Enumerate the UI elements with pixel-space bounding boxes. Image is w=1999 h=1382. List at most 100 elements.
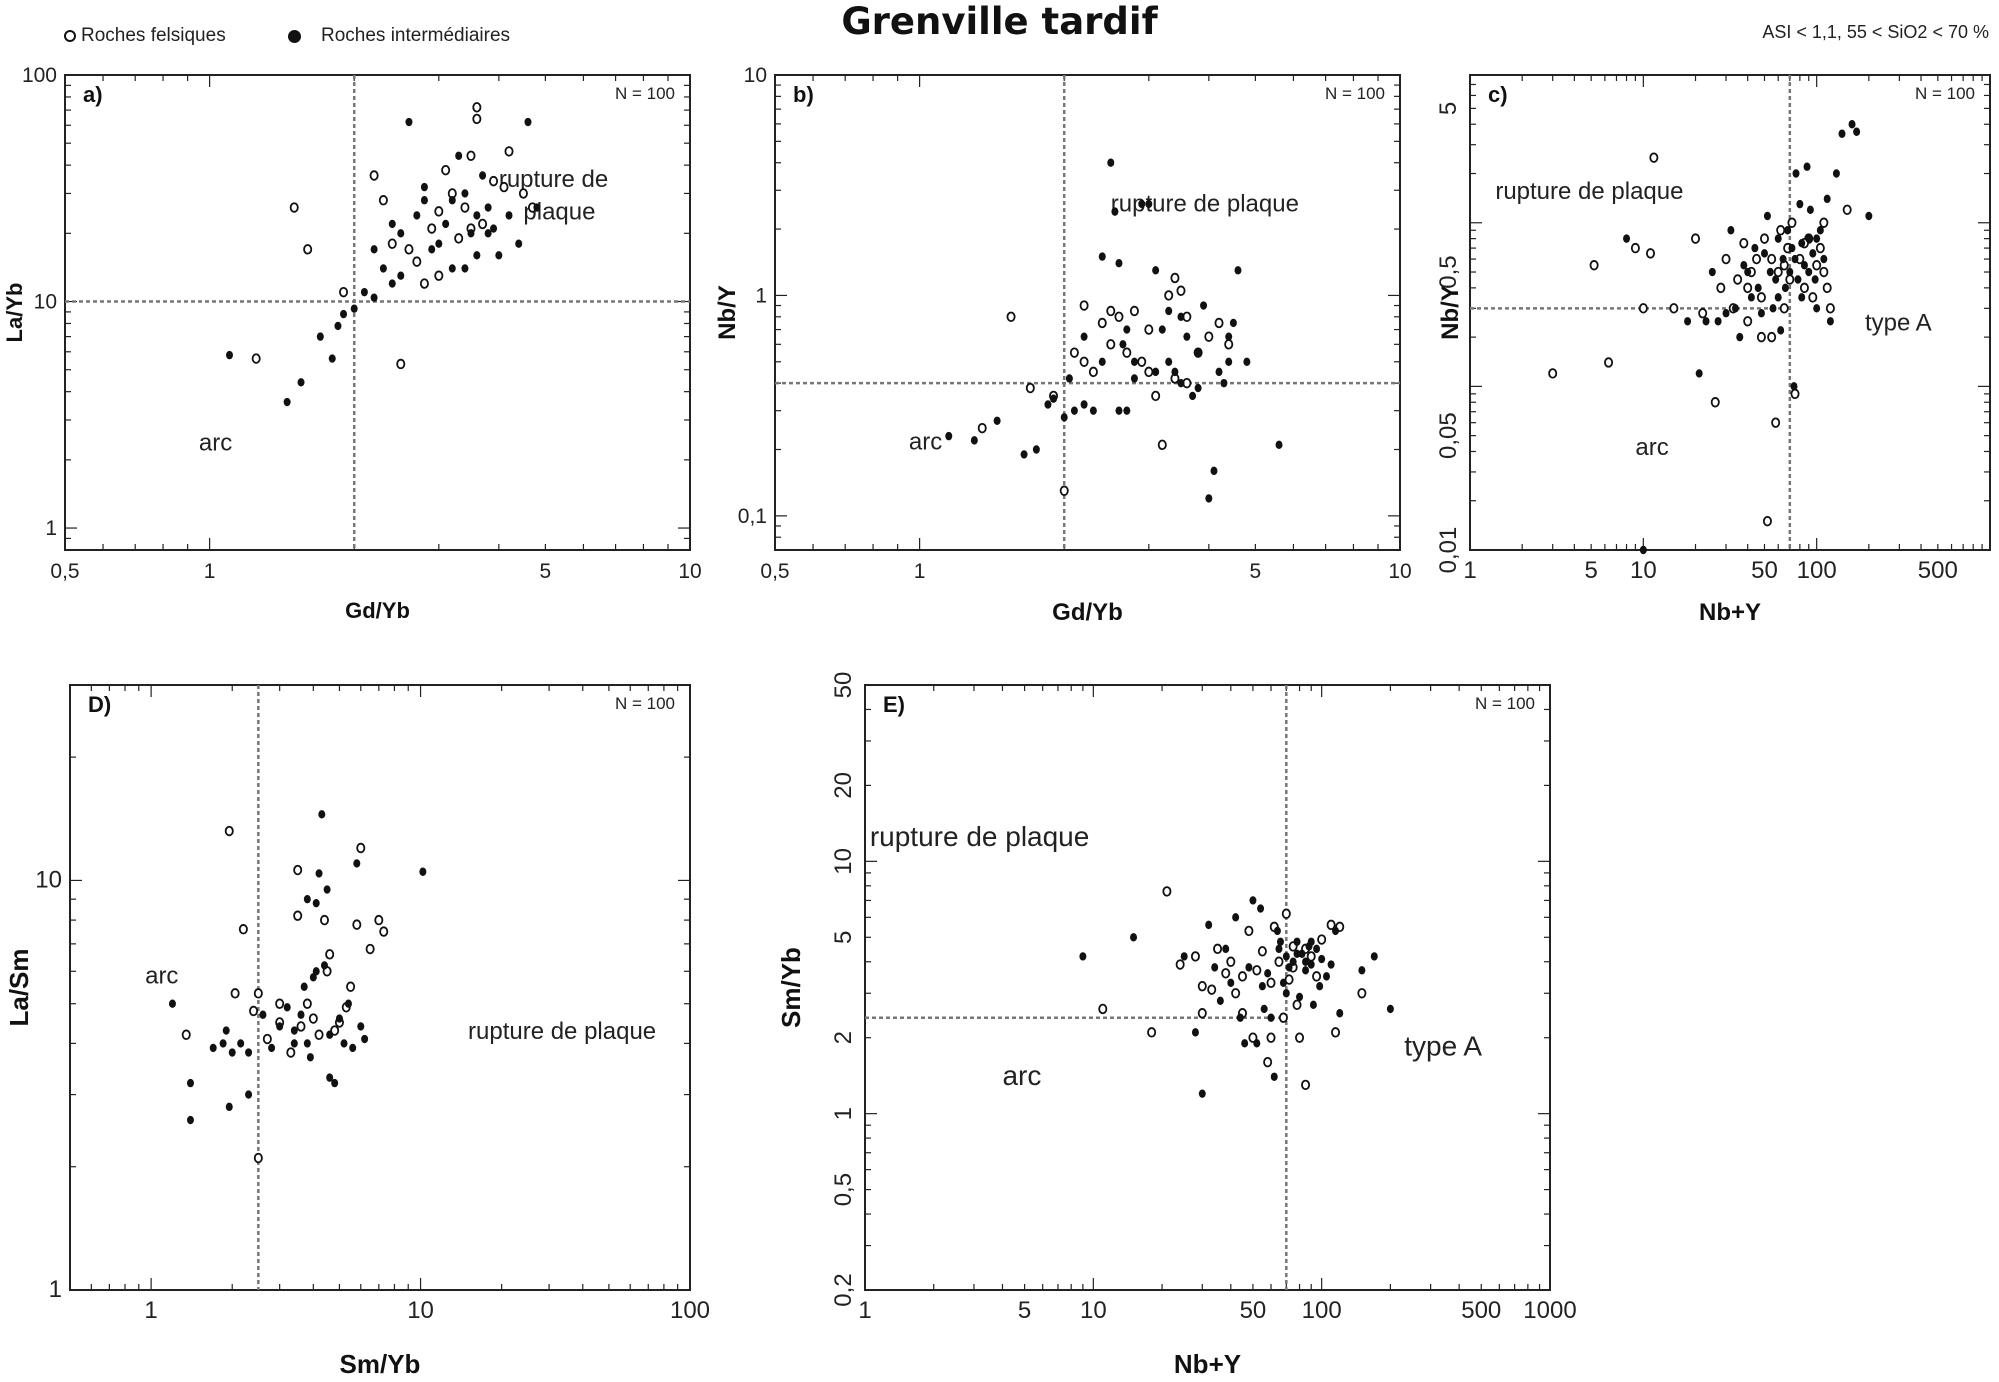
felsic-point bbox=[387, 238, 397, 249]
intermediate-point bbox=[473, 211, 481, 220]
y-tick-label: 0,05 bbox=[1435, 412, 1462, 459]
felsic-point bbox=[1756, 331, 1766, 343]
intermediate-point bbox=[1794, 275, 1802, 284]
intermediate-point bbox=[1177, 378, 1185, 388]
intermediate-point bbox=[318, 810, 326, 819]
felsic-point bbox=[1278, 1012, 1288, 1023]
intermediate-point bbox=[1227, 978, 1235, 988]
intermediate-point bbox=[1050, 394, 1058, 403]
intermediate-point bbox=[1754, 283, 1762, 293]
felsic-point bbox=[1274, 956, 1284, 967]
intermediate-point bbox=[1832, 169, 1840, 178]
felsic-point bbox=[374, 914, 384, 926]
felsic-point bbox=[1691, 233, 1701, 244]
felsic-point bbox=[1312, 971, 1322, 982]
intermediate-point bbox=[1194, 348, 1202, 357]
intermediate-point bbox=[370, 245, 378, 254]
intermediate-point bbox=[1744, 267, 1752, 277]
intermediate-point bbox=[461, 189, 469, 198]
intermediate-point bbox=[1279, 978, 1287, 988]
y-tick-label: 5 bbox=[830, 931, 857, 944]
felsic-point bbox=[319, 914, 329, 926]
felsic-point bbox=[230, 988, 240, 999]
felsic-point bbox=[1157, 439, 1167, 451]
felsic-point bbox=[1207, 984, 1217, 995]
felsic-point bbox=[1114, 311, 1124, 322]
plot-frame bbox=[864, 684, 1551, 1291]
region-label: type A bbox=[1865, 309, 1932, 336]
felsic-point bbox=[441, 164, 451, 176]
open-circle-marker-icon bbox=[64, 30, 76, 42]
intermediate-point bbox=[1757, 309, 1765, 318]
felsic-point bbox=[434, 270, 444, 281]
intermediate-point bbox=[1747, 293, 1755, 302]
intermediate-point bbox=[1307, 960, 1315, 969]
felsic-point bbox=[1176, 285, 1186, 296]
felsic-point bbox=[1548, 368, 1558, 379]
intermediate-point bbox=[1257, 904, 1265, 913]
intermediate-point bbox=[1145, 199, 1153, 209]
intermediate-point bbox=[268, 1043, 276, 1053]
intermediate-point bbox=[335, 1014, 343, 1023]
plot-panel: 1 10 100 1 10 D) N = 100 arc rupture de plaque Sm… bbox=[4, 684, 710, 1379]
intermediate-point bbox=[1358, 966, 1366, 975]
x-tick-label: 1 bbox=[858, 1297, 871, 1324]
legend-felsic-label: Roches felsiques bbox=[81, 25, 226, 46]
x-tick-label: 1000 bbox=[1523, 1297, 1576, 1324]
region-label: rupture de plaque bbox=[870, 821, 1090, 852]
intermediate-point bbox=[1684, 317, 1692, 326]
felsic-point bbox=[378, 195, 388, 206]
intermediate-point bbox=[1205, 494, 1213, 503]
intermediate-point bbox=[340, 1039, 348, 1048]
intermediate-point bbox=[1282, 989, 1290, 998]
y-tick-label: 1 bbox=[49, 1276, 62, 1303]
intermediate-point bbox=[186, 1115, 194, 1125]
intermediate-point bbox=[1816, 226, 1824, 235]
felsic-point bbox=[1025, 382, 1035, 394]
intermediate-point bbox=[1823, 194, 1831, 204]
intermediate-point bbox=[1370, 952, 1378, 961]
intermediate-point bbox=[533, 203, 541, 212]
figure-title: Grenville tardif bbox=[841, 0, 1158, 43]
intermediate-point bbox=[312, 898, 320, 908]
intermediate-point bbox=[1302, 966, 1310, 975]
intermediate-point bbox=[303, 894, 311, 904]
y-axis-label: Sm/Yb bbox=[776, 947, 806, 1028]
intermediate-point bbox=[1180, 952, 1188, 961]
intermediate-point bbox=[1216, 996, 1224, 1006]
intermediate-point bbox=[1811, 275, 1819, 284]
intermediate-point bbox=[1183, 332, 1191, 341]
plot-frame bbox=[774, 74, 1401, 551]
intermediate-point bbox=[1080, 332, 1088, 341]
intermediate-point bbox=[1772, 275, 1780, 284]
intermediate-point bbox=[419, 867, 427, 876]
intermediate-point bbox=[1736, 332, 1744, 342]
felsic-point bbox=[262, 1033, 272, 1045]
intermediate-point bbox=[467, 229, 475, 238]
felsic-point bbox=[478, 218, 488, 230]
intermediate-point bbox=[1293, 937, 1301, 946]
sample-count-label: N = 100 bbox=[1475, 694, 1535, 713]
intermediate-point bbox=[1302, 957, 1310, 966]
felsic-point bbox=[1698, 308, 1708, 319]
intermediate-point bbox=[1205, 920, 1213, 930]
intermediate-point bbox=[1323, 972, 1331, 981]
intermediate-point bbox=[448, 264, 456, 273]
intermediate-point bbox=[219, 1039, 227, 1048]
intermediate-point bbox=[222, 1026, 230, 1035]
felsic-point bbox=[1214, 317, 1224, 329]
y-tick-label: 1 bbox=[830, 1107, 857, 1120]
intermediate-point bbox=[1639, 545, 1647, 555]
felsic-point bbox=[1097, 317, 1107, 329]
felsic-point bbox=[1842, 204, 1852, 216]
intermediate-point bbox=[1386, 1004, 1394, 1014]
felsic-point bbox=[1825, 303, 1835, 314]
felsic-point bbox=[1226, 956, 1236, 967]
felsic-point bbox=[1604, 357, 1614, 368]
intermediate-point bbox=[1289, 957, 1297, 966]
felsic-point bbox=[1266, 977, 1276, 989]
felsic-point bbox=[251, 353, 261, 364]
intermediate-point bbox=[326, 1030, 334, 1039]
intermediate-point bbox=[245, 1048, 253, 1057]
panel-label: a) bbox=[83, 82, 103, 107]
